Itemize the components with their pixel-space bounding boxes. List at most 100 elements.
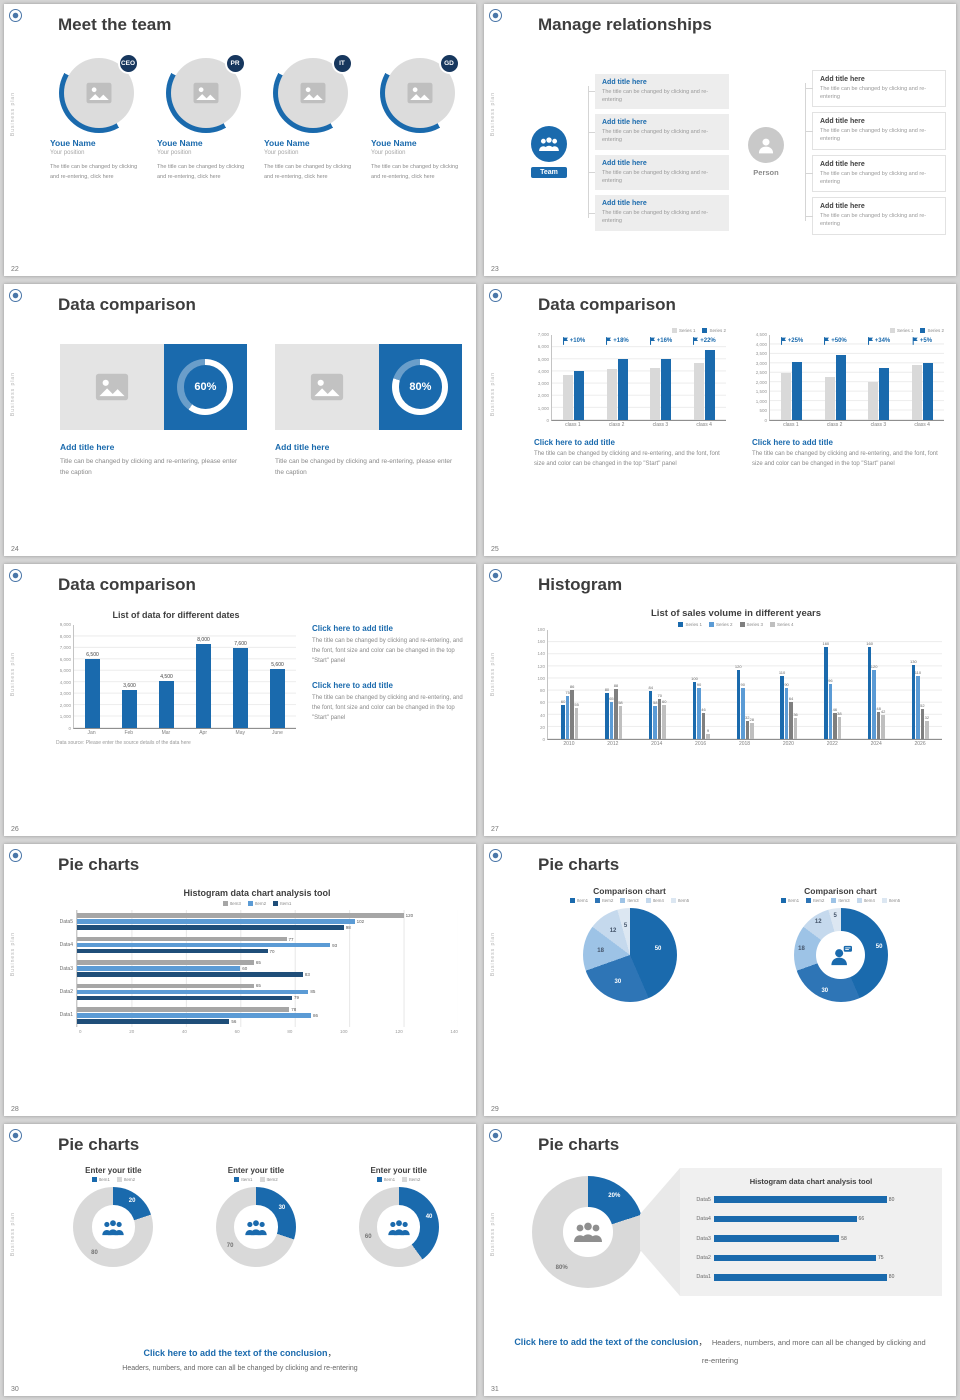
percent-donut-disc: 20% 80% (532, 1176, 644, 1288)
plot-area: +10% +18% +16% +22% (551, 335, 726, 421)
caption-block: Click here to add title The title can be… (312, 681, 464, 724)
team-icon (539, 137, 559, 152)
x-category-label: class 1 (565, 422, 581, 428)
person-node: Person (737, 127, 795, 177)
chart-block: Series 1 Series 2 7,000 6,000 5,000 4,000 3,0… (534, 328, 726, 470)
slide-number: 22 (11, 266, 19, 273)
role-badge: CEO (117, 53, 139, 74)
bar-group: +25% (770, 337, 814, 420)
bar-value: 84 (648, 684, 653, 690)
legend-swatch (678, 622, 684, 627)
pie-block: Comparison chart Item1 Item2 Item3 Item4 Ite… (524, 886, 735, 1002)
caption-block: Click here to add title The title can be… (312, 624, 464, 667)
bar: 75 (565, 690, 570, 739)
role-badge: PR (224, 53, 246, 74)
legend-item: Series 3 (739, 622, 763, 627)
legend-item: Series 2 (708, 622, 733, 627)
x-axis: 0 20 40 60 80 100 120 140 (79, 1029, 458, 1034)
y-category-label: Data3 (696, 1235, 711, 1242)
legend-swatch (708, 622, 714, 627)
comparison-cards: 60% Add title here Title can be changed … (60, 344, 462, 478)
bar-group: 5,600 (259, 633, 296, 728)
bar (77, 913, 404, 918)
legend-swatch (402, 1177, 408, 1182)
bar-value: 90 (740, 681, 745, 687)
slide-23-manage-relationships[interactable]: Business plan Manage relationships Team … (484, 4, 956, 276)
legend-item: Series 1 (889, 328, 913, 333)
x-axis: class 1 class 2 class 3 class 4 (551, 421, 726, 429)
bar: 4,500 (159, 674, 174, 728)
slide-number: 23 (491, 266, 499, 273)
bar-value: 55 (574, 701, 579, 707)
chart-legend: Item1 Item2 (48, 1177, 179, 1182)
data-source-note: Data source: Please enter the source det… (56, 740, 191, 746)
slide-26-data-comparison[interactable]: Business plan Data comparison List of da… (4, 564, 476, 836)
conclusion-detail: Headers, numbers, and more can all be ch… (701, 1338, 926, 1365)
legend-item: Item3 (620, 898, 639, 903)
slide-30-pie-charts[interactable]: Business plan Pie charts Enter your titl… (4, 1124, 476, 1396)
slide-22-meet-the-team[interactable]: Business plan Meet the team CEO Youe Nam… (4, 4, 476, 276)
image-placeholder-icon (310, 373, 344, 401)
dual-pie-row: Comparison chart Item1 Item2 Item3 Item4 Ite… (524, 886, 946, 1002)
bar-value: 7,600 (234, 640, 247, 647)
bar (606, 368, 617, 420)
bar-value: 88 (613, 682, 619, 688)
slide-title: Meet the team (58, 15, 172, 34)
caption-desc: The title can be changed by clicking and… (312, 638, 463, 665)
slide-number: 31 (491, 1386, 499, 1393)
funnel-connector (640, 1168, 680, 1296)
image-placeholder-icon (407, 82, 432, 104)
percent-donut-disc: 30 70 (216, 1187, 296, 1267)
legend-swatch (831, 898, 837, 903)
caption-title: Click here to add title (312, 680, 393, 690)
relationship-box: Add title here The title can be changed b… (588, 73, 729, 109)
slide-27-histogram[interactable]: Business plan Histogram List of sales vo… (484, 564, 956, 836)
slide-24-data-comparison[interactable]: Business plan Data comparison 60% Add ti… (4, 284, 476, 556)
legend-swatch (881, 898, 887, 903)
sidebar-vertical-text: Business plan (490, 932, 496, 977)
bar-value: 65 (255, 983, 261, 989)
x-category-label: 2010 (563, 741, 575, 747)
bar-value: 98 (345, 925, 351, 931)
flag-icon (780, 337, 786, 345)
team-member-card: CEO Youe Name Your position The title ca… (50, 53, 147, 182)
growth-annotation: +25% (780, 337, 803, 345)
legend-swatch (739, 622, 745, 627)
bar (77, 966, 241, 971)
chart-caption-desc: The title can be changed by clicking and… (534, 451, 720, 467)
slide-number: 25 (491, 546, 499, 553)
y-category-label: Data5 (696, 1196, 711, 1203)
relationship-box: Add title here The title can be changed b… (806, 69, 946, 107)
bar-value: 86 (569, 683, 575, 689)
x-category-label: 2020 (782, 741, 794, 747)
bar-value: 79 (293, 995, 299, 1001)
bar-value: 70 (269, 948, 275, 954)
growth-annotation: +34% (867, 337, 890, 345)
slide-31-pie-charts[interactable]: Business plan Pie charts 20% 80% Histogra… (484, 1124, 956, 1396)
segment-label: 40 (425, 1214, 433, 1221)
bar-value: 65 (609, 695, 614, 701)
bar-value: 28 (749, 716, 754, 722)
bar (77, 989, 309, 995)
bar-row: Data1 78 86 56 (56, 1003, 458, 1028)
box-title: Add title here (602, 200, 647, 207)
member-position: Your position (264, 150, 299, 156)
legend-swatch (376, 1177, 382, 1182)
slide-28-pie-charts[interactable]: Business plan Pie charts Histogram data … (4, 844, 476, 1116)
bar-value: 80 (888, 1274, 895, 1281)
slide-number: 27 (491, 826, 499, 833)
flag-icon (824, 337, 830, 345)
bar (911, 365, 922, 420)
bar-group: +5% (901, 337, 945, 420)
bar-row: Data5 80 (692, 1190, 930, 1209)
bar: 64 (789, 696, 793, 739)
x-category-label: class 3 (870, 422, 887, 428)
slide-29-pie-charts[interactable]: Business plan Pie charts Comparison char… (484, 844, 956, 1116)
bar-value: 60 (242, 966, 248, 972)
bar (693, 363, 704, 420)
relationship-box: Add title here The title can be changed b… (588, 114, 729, 150)
bar: 60 (561, 699, 565, 739)
slide-title: Histogram (538, 575, 623, 594)
slide-logo-icon (489, 569, 502, 582)
slide-25-data-comparison[interactable]: Business plan Data comparison Series 1 Se… (484, 284, 956, 556)
